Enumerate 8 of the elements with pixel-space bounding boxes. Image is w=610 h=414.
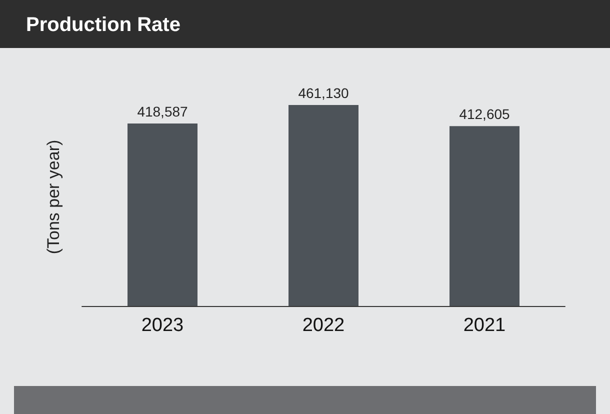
x-tick-label: 2023 (141, 315, 184, 336)
data-label: 412,605 (459, 106, 510, 122)
y-axis-title: (Tons per year) (44, 140, 63, 254)
data-label: 461,130 (298, 84, 350, 101)
chart-title: Production Rate (0, 0, 610, 48)
data-label: 418,587 (137, 103, 188, 120)
x-tick-label: 2022 (302, 315, 345, 336)
x-tick-label: 2021 (463, 315, 506, 336)
